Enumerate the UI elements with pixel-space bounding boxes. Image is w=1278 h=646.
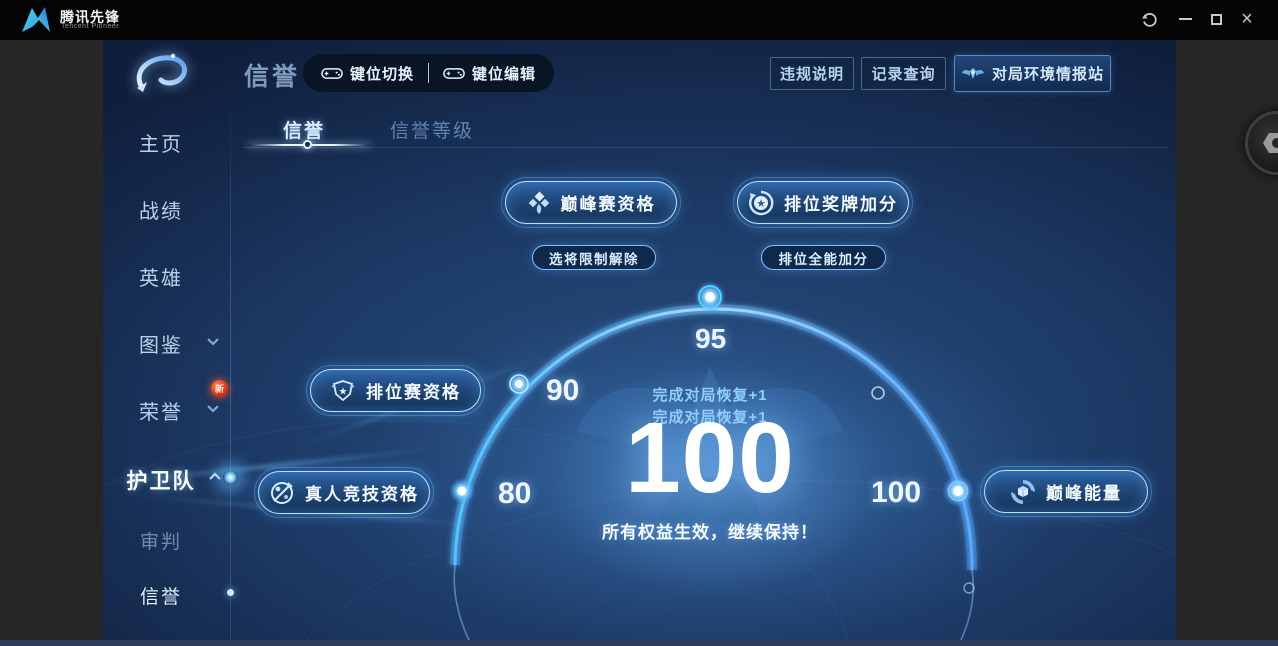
sidebar-item-label: 护卫队 [126, 470, 196, 493]
letterbox-left [0, 40, 103, 646]
page-title: 信誉 [244, 63, 301, 91]
sidebar-item-label: 战绩 [139, 201, 183, 223]
rank-medal-bonus-badge[interactable]: ★ 排位奖牌加分 [733, 177, 913, 228]
keybind-switch-label: 键位切换 [350, 65, 415, 83]
window-titlebar: 腾讯先锋 Tencent Pioneer × [0, 0, 1278, 40]
records-query-label: 记录查询 [871, 66, 936, 83]
app-subtitle: Tencent Pioneer [61, 23, 120, 30]
versus-circle-icon [271, 481, 293, 504]
tab-credit-label: 信誉 [283, 121, 326, 142]
bottom-edge-strip [0, 640, 1278, 646]
close-icon: × [1241, 7, 1253, 30]
real-player-qualification-label: 真人竞技资格 [305, 485, 419, 504]
match-environment-intel-label: 对局环境情报站 [991, 66, 1104, 83]
sidebar-item-home[interactable]: 主页 [103, 128, 219, 157]
center-glow [543, 360, 883, 600]
minimize-button[interactable] [1172, 6, 1198, 32]
recovery-notice-2: 完成对局恢复+1 [652, 409, 768, 426]
sidebar-item-label: 审判 [139, 532, 182, 553]
gamepad-icon [321, 67, 343, 79]
sidebar-item-honor[interactable]: 荣誉 [103, 396, 219, 425]
gauge-node-95 [694, 281, 726, 313]
sidebar-item-label: 英雄 [139, 268, 183, 290]
pick-restriction-lifted-badge[interactable]: 选将限制解除 [532, 245, 656, 270]
tencent-pioneer-logo-icon [22, 7, 50, 32]
sidebar-item-guard-team[interactable]: 护卫队 [103, 465, 219, 495]
sidebar-item-credit[interactable]: 信誉 [103, 582, 219, 609]
credit-score-value: 100 [625, 402, 795, 514]
maximize-button[interactable] [1203, 6, 1229, 32]
sidebar-item-label: 主页 [139, 134, 183, 156]
active-tab-underline-dot [303, 140, 312, 149]
chevron-down-icon [207, 405, 219, 413]
medal-star-cycle-icon: ★ [749, 190, 774, 215]
app-name: 腾讯先锋 [60, 9, 120, 25]
maximize-icon [1210, 13, 1222, 25]
credit-status-text: 所有权益生效，继续保持！ [602, 523, 818, 542]
real-player-qualification-badge[interactable]: 真人竞技资格 [254, 467, 434, 518]
rank-medal-bonus-label: 排位奖牌加分 [784, 195, 898, 214]
sidebar-item-records[interactable]: 战绩 [103, 195, 219, 224]
rank-allround-bonus-badge[interactable]: 排位全能加分 [761, 245, 886, 270]
svg-text:★: ★ [756, 198, 766, 210]
pick-restriction-lifted-label: 选将限制解除 [549, 251, 639, 267]
chevron-up-icon [209, 472, 221, 480]
sidebar-item-gallery[interactable]: 图鉴 [103, 329, 219, 358]
tab-credit[interactable]: 信誉 [283, 116, 325, 143]
ranked-qualification-label: 排位赛资格 [366, 383, 461, 402]
sidebar-divider [230, 112, 231, 646]
gauge-tick-90: 90 [546, 374, 579, 408]
violation-info-label: 违规说明 [779, 66, 844, 83]
sidebar-active-indicator [223, 470, 238, 485]
gauge-tick-95: 95 [695, 323, 727, 354]
chevron-down-icon [207, 338, 219, 346]
close-button[interactable]: × [1234, 6, 1260, 32]
wing-badge-icon [961, 67, 984, 79]
new-badge: 新 [211, 380, 228, 397]
match-environment-intel-button[interactable]: 对局环境情报站 [954, 55, 1111, 92]
peak-energy-label: 巅峰能量 [1046, 484, 1122, 503]
refresh-button[interactable] [1136, 6, 1162, 32]
tabs-separator [243, 147, 1168, 148]
sidebar-item-judgement[interactable]: 审判 [103, 527, 219, 554]
keybind-switch-button[interactable]: 键位切换 [307, 54, 428, 92]
peak-energy-badge[interactable]: 巅峰能量 [980, 466, 1152, 517]
game-surface: 主页 战绩 英雄 图鉴 荣誉 新 护卫队 审判 信誉 信誉 [103, 40, 1176, 646]
keybind-edit-button[interactable]: 键位编辑 [429, 54, 550, 92]
sidebar-logo-swoosh-icon [136, 53, 188, 92]
sidebar-item-heroes[interactable]: 英雄 [103, 262, 219, 291]
keybind-toolbar: 键位切换 键位编辑 [303, 54, 555, 92]
minimize-icon [1178, 18, 1192, 20]
energy-cube-icon [1011, 479, 1035, 504]
rank-allround-bonus-label: 排位全能加分 [778, 251, 869, 267]
gauge-node-90 [505, 370, 533, 398]
keybind-divider [428, 63, 430, 83]
gauge-tick-100: 100 [871, 476, 922, 509]
sidebar-current-indicator [227, 589, 234, 596]
sidebar-item-label: 图鉴 [139, 335, 183, 357]
gamepad-icon [443, 67, 465, 79]
sidebar-item-label: 荣誉 [139, 402, 183, 424]
sidebar-item-label: 信誉 [139, 587, 182, 608]
violation-info-button[interactable]: 违规说明 [770, 57, 854, 90]
settings-hex-icon [1263, 133, 1278, 153]
tab-credit-level-label: 信誉等级 [390, 121, 475, 142]
peak-qualification-label: 巅峰赛资格 [560, 195, 656, 214]
ranked-qualification-badge[interactable]: ★ 排位赛资格 [306, 365, 485, 416]
recovery-notice-1: 完成对局恢复+1 [652, 387, 768, 404]
refresh-icon [1141, 12, 1157, 27]
emblem-watermark-icon [576, 367, 844, 553]
peak-qualification-badge[interactable]: 巅峰赛资格 [501, 177, 681, 228]
tab-credit-level[interactable]: 信誉等级 [390, 116, 474, 143]
gauge-tick-80: 80 [498, 477, 532, 510]
shield-star-icon: ★ [331, 379, 355, 401]
keybind-edit-label: 键位编辑 [472, 65, 537, 83]
svg-text:★: ★ [339, 386, 348, 397]
records-query-button[interactable]: 记录查询 [861, 57, 946, 90]
diamonds-icon [528, 191, 549, 214]
